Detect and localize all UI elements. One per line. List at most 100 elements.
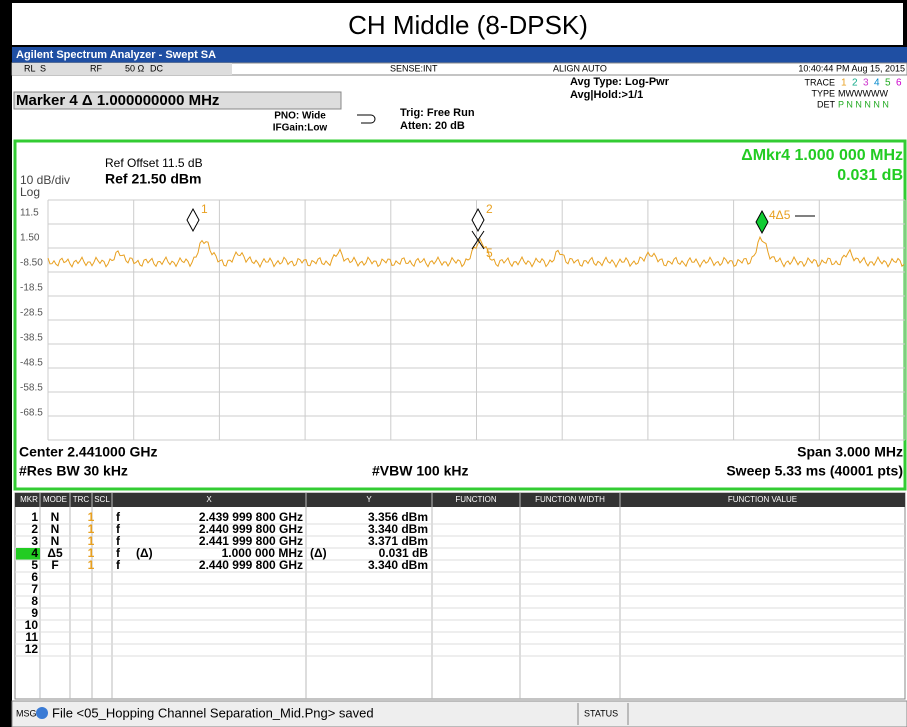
trace-num: 2 [852, 78, 858, 89]
column-header: MKR [20, 495, 38, 504]
marker-label: 1 [201, 202, 208, 216]
info-icon [36, 707, 48, 719]
trig: Trig: Free Run [400, 107, 475, 119]
cell: 3.340 dBm [368, 558, 428, 572]
status-item: DC [150, 63, 163, 73]
cell: 2.440 999 800 GHz [199, 522, 303, 536]
y-label: -38.5 [20, 333, 43, 344]
cell: 2 [31, 522, 38, 536]
cell: 1 [88, 558, 95, 572]
cell: 0.031 dB [379, 546, 429, 560]
y-label: -58.5 [20, 383, 43, 394]
avg-hold: Avg|Hold:>1/1 [570, 89, 643, 101]
column-header: X [206, 495, 212, 504]
marker-header: Marker 4 Δ 1.000000000 MHz [16, 92, 219, 109]
cell: 10 [25, 618, 39, 632]
title-bar [12, 47, 907, 63]
sense: SENSE:INT [390, 63, 438, 73]
cell: Δ5 [47, 546, 63, 560]
status-item: 50 Ω [125, 63, 145, 73]
column-header: SCL [94, 495, 110, 504]
res-bw: #Res BW 30 kHz [19, 463, 128, 479]
caption: CH Middle (8-DPSK) [348, 10, 588, 40]
cell: N [51, 534, 60, 548]
cell: 9 [31, 606, 38, 620]
cell: 3.340 dBm [368, 522, 428, 536]
marker-readout: ΔMkr4 1.000 000 MHz [741, 147, 903, 164]
type-value: MWWWWW [838, 88, 888, 98]
span: Span 3.000 MHz [797, 444, 903, 460]
cell: 6 [31, 570, 38, 584]
trace-num: 3 [863, 78, 869, 89]
det-label: DET [817, 99, 836, 109]
y-label: -48.5 [20, 358, 43, 369]
cell: f [116, 522, 121, 536]
cell: 1 [88, 522, 95, 536]
cell: 1 [88, 534, 95, 548]
ref-level: Ref 21.50 dBm [105, 171, 201, 187]
cell: 7 [31, 582, 38, 596]
scale: 10 dB/div [20, 173, 70, 187]
vbw: #VBW 100 kHz [372, 463, 468, 479]
cell: 3 [31, 534, 38, 548]
y-label: 11.5 [20, 208, 39, 219]
marker-value: 0.031 dB [837, 167, 903, 184]
column-header: MODE [43, 495, 67, 504]
column-header: FUNCTION WIDTH [535, 495, 605, 504]
pno: PNO: Wide [274, 111, 326, 122]
cell: 4 [31, 546, 38, 560]
table-header [15, 493, 905, 507]
trace-label: TRACE [804, 77, 835, 87]
row-highlight [16, 548, 40, 560]
cell: N [51, 522, 60, 536]
y-label: -28.5 [20, 308, 43, 319]
marker-box [13, 91, 342, 110]
status-item: RF [90, 63, 102, 73]
status-left [12, 63, 232, 75]
trig-icon [357, 114, 376, 124]
status-label: STATUS [584, 708, 618, 718]
cell: 3.356 dBm [368, 510, 428, 524]
cell: 11 [25, 630, 38, 644]
cell: f [116, 534, 121, 548]
message: File <05_Hopping Channel Separation_Mid.… [52, 705, 374, 720]
time: 10:40:44 PM Aug 15, 2015 [798, 63, 905, 73]
y-label: -68.5 [20, 408, 43, 419]
type-label: TYPE [811, 88, 835, 98]
marker-label: 4Δ5 [769, 208, 791, 222]
y-label: -8.50 [20, 258, 43, 269]
atten: Atten: 20 dB [400, 120, 465, 132]
column-header: TRC [73, 495, 90, 504]
caption-bar [12, 3, 903, 45]
center: Center 2.441000 GHz [19, 444, 158, 460]
trace [47, 235, 905, 269]
cell: (Δ) [136, 546, 153, 560]
column-header: Y [366, 495, 372, 504]
det-value: P N N N N N [838, 99, 889, 109]
cell: 3.371 dBm [368, 534, 428, 548]
trace-num: 5 [885, 78, 891, 89]
marker-label: 2 [486, 202, 493, 216]
cell: F [51, 558, 58, 572]
window-title: Agilent Spectrum Analyzer - Swept SA [16, 49, 216, 61]
marker-4 [755, 209, 769, 235]
avg-type: Avg Type: Log-Pwr [570, 76, 670, 88]
ifgain: IFGain:Low [273, 123, 328, 134]
cell: 2.441 999 800 GHz [199, 534, 303, 548]
y-label: -18.5 [20, 283, 43, 294]
cell: f [116, 546, 121, 560]
cell: 1 [88, 510, 95, 524]
align: ALIGN AUTO [553, 63, 607, 73]
marker-5 [471, 230, 485, 250]
status-item: S [40, 63, 46, 73]
cell: 5 [31, 558, 38, 572]
plot-frame [13, 139, 907, 491]
sweep: Sweep 5.33 ms (40001 pts) [726, 463, 903, 479]
marker-label: 5 [486, 246, 493, 260]
y-label: 1.50 [20, 233, 40, 244]
msg-label: MSG [16, 708, 37, 718]
cell: 1.000 000 MHz [222, 546, 303, 560]
cell: 2.439 999 800 GHz [199, 510, 303, 524]
cell: 8 [31, 594, 38, 608]
